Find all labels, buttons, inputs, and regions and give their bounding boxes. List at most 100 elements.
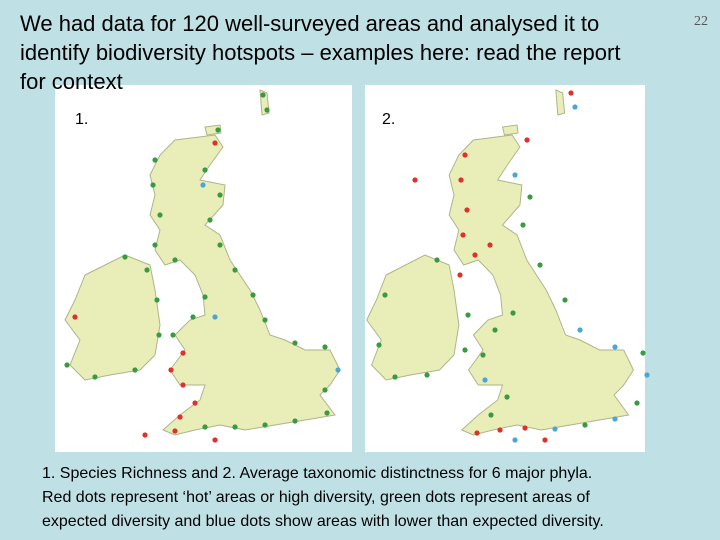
site-dot [376, 342, 382, 348]
site-dot [212, 437, 218, 443]
caption-line: Red dots represent ‘hot’ areas or high d… [42, 489, 590, 506]
site-dot [612, 344, 618, 350]
site-dot [154, 297, 160, 303]
site-dot [144, 267, 150, 273]
site-dot [524, 137, 530, 143]
caption-line: expected diversity and blue dots show ar… [42, 513, 604, 530]
site-dot [634, 400, 640, 406]
site-dot [92, 374, 98, 380]
site-dot [522, 425, 528, 431]
site-dot [232, 424, 238, 430]
map-label: 1. [75, 111, 88, 128]
site-dot [180, 382, 186, 388]
site-dot [552, 426, 558, 432]
site-dot [172, 428, 178, 434]
site-dot [217, 242, 223, 248]
site-dot [122, 254, 128, 260]
site-dot [520, 222, 526, 228]
site-dot [488, 412, 494, 418]
site-dot [192, 400, 198, 406]
site-dot [232, 267, 238, 273]
site-dot [180, 350, 186, 356]
site-dot [262, 422, 268, 428]
site-dot [150, 182, 156, 188]
site-dot [202, 167, 208, 173]
site-dot [577, 327, 583, 333]
site-dot [480, 352, 486, 358]
site-dot [202, 294, 208, 300]
site-dot [207, 217, 213, 223]
site-dot [262, 317, 268, 323]
site-dot [177, 414, 183, 420]
site-dot [562, 297, 568, 303]
site-dot [462, 347, 468, 353]
site-dot [132, 367, 138, 373]
site-dot [512, 172, 518, 178]
site-dot [142, 432, 148, 438]
site-dot [582, 422, 588, 428]
site-dot [457, 272, 463, 278]
site-dot [72, 314, 78, 320]
site-dot [322, 387, 328, 393]
site-dot [250, 292, 256, 298]
title-line: identify biodiversity hotspots – example… [20, 40, 620, 65]
site-dot [322, 344, 328, 350]
site-dot [458, 177, 464, 183]
site-dot [537, 262, 543, 268]
site-dot [200, 182, 206, 188]
site-dot [215, 127, 221, 133]
site-dot [462, 152, 468, 158]
site-dot [572, 104, 578, 110]
site-dot [260, 92, 266, 98]
site-dot [644, 372, 650, 378]
site-dot [492, 327, 498, 333]
caption-line: 1. Species Richness and 2. Average taxon… [42, 465, 592, 482]
site-dot [460, 232, 466, 238]
site-dot [152, 242, 158, 248]
site-dot [170, 332, 176, 338]
site-dot [568, 90, 574, 96]
site-dot [382, 292, 388, 298]
site-dot [217, 192, 223, 198]
site-dot [472, 252, 478, 258]
site-dot [512, 437, 518, 443]
site-dot [264, 107, 270, 113]
page-number: 22 [694, 14, 708, 29]
site-dot [324, 410, 330, 416]
site-dot [168, 367, 174, 373]
site-dot [424, 372, 430, 378]
site-dot [212, 140, 218, 146]
site-dot [412, 177, 418, 183]
site-dot [482, 377, 488, 383]
map-label: 2. [382, 111, 395, 128]
map-panel [365, 85, 650, 452]
map-panel [55, 85, 352, 452]
site-dot [190, 314, 196, 320]
site-dot [434, 257, 440, 263]
site-dot [465, 312, 471, 318]
site-dot [172, 257, 178, 263]
site-dot [202, 424, 208, 430]
site-dot [640, 350, 646, 356]
site-dot [510, 310, 516, 316]
site-dot [612, 416, 618, 422]
site-dot [152, 157, 158, 163]
site-dot [392, 374, 398, 380]
site-dot [464, 207, 470, 213]
site-dot [497, 427, 503, 433]
title-line: We had data for 120 well-surveyed areas … [20, 11, 599, 36]
site-dot [542, 437, 548, 443]
site-dot [292, 418, 298, 424]
site-dot [487, 242, 493, 248]
site-dot [157, 212, 163, 218]
site-dot [504, 394, 510, 400]
title-line: for context [20, 69, 123, 94]
site-dot [156, 332, 162, 338]
site-dot [474, 430, 480, 436]
site-dot [292, 340, 298, 346]
site-dot [527, 194, 533, 200]
site-dot [64, 362, 70, 368]
site-dot [335, 367, 341, 373]
site-dot [212, 314, 218, 320]
